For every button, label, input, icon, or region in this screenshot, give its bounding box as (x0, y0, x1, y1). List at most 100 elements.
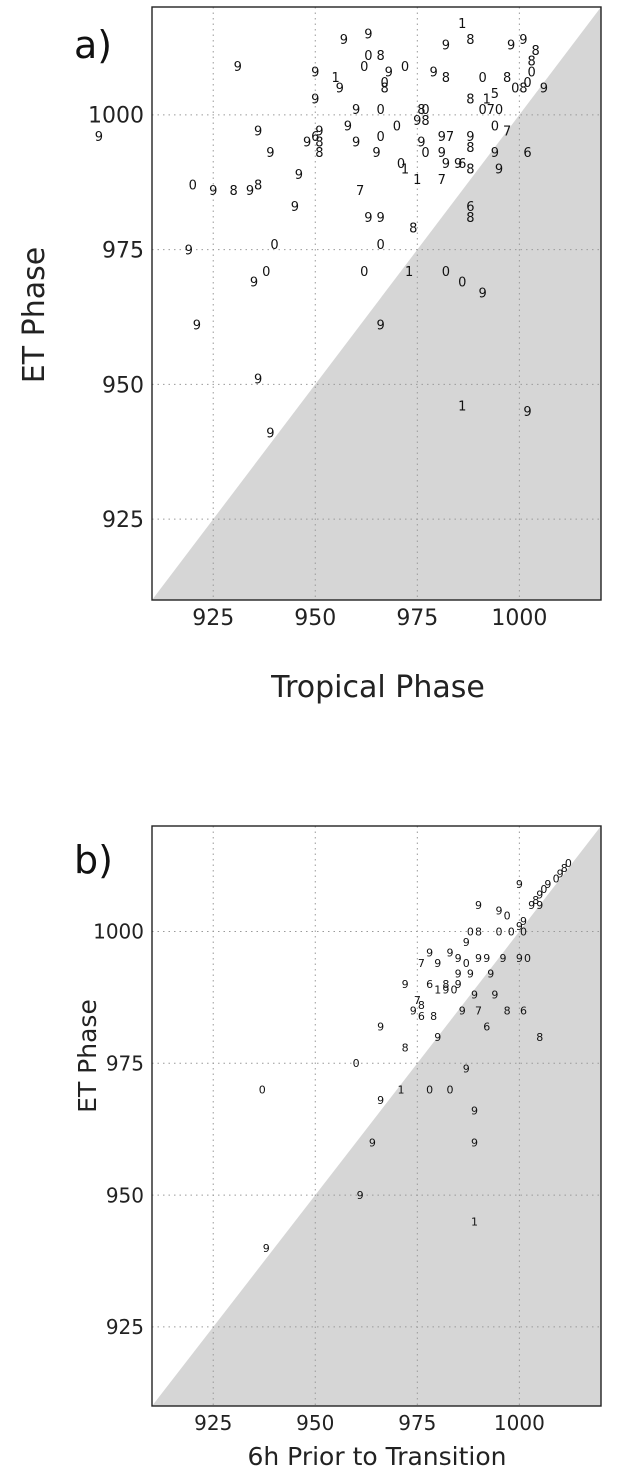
panel-b-data-point: 9 (475, 952, 482, 965)
panel-a-data-point: 0 (393, 119, 401, 134)
panel-a-data-point: 9 (254, 373, 262, 388)
panel-b-x-tick-label: 975 (398, 1411, 436, 1435)
panel-b-data-point: 0 (446, 1084, 453, 1097)
panel-b-data-point: 0 (504, 910, 511, 923)
panel-b-data-point: 0 (426, 1084, 433, 1097)
panel-a-x-tick-label: 975 (396, 606, 438, 631)
panel-a-data-point: 7 (446, 130, 454, 145)
panel-b-data-point: 9 (516, 952, 523, 965)
panel-a-data-point: 8 (442, 71, 450, 86)
panel-a-data-point: 9 (336, 82, 344, 97)
panel-a-anchor (0, 0, 1, 1)
panel-b-data-point: 0 (463, 957, 470, 970)
panel-b-label: b) (74, 838, 113, 882)
panel-a-data-point: 9 (352, 103, 360, 118)
panel-a-data-point: 0 (523, 76, 531, 91)
panel-a-data-point: 8 (376, 49, 384, 64)
panel-b-data-point: 9 (463, 1063, 470, 1076)
panel-a-data-point: 0 (491, 119, 499, 134)
panel-a-data-point: 7 (503, 125, 511, 140)
panel-a-data-point: 9 (315, 125, 323, 140)
panel-b-data-point: 0 (520, 925, 527, 938)
panel-b-data-point: 9 (495, 904, 502, 917)
panel-a-y-tick-label: 950 (102, 373, 144, 398)
panel-a-data-point: 0 (360, 60, 368, 75)
panel-a-data-point: 9 (250, 276, 258, 291)
panel-a-data-point: 8 (519, 82, 527, 97)
panel-a-data-point: 0 (495, 103, 503, 118)
panel-b-data-point: 9 (426, 947, 433, 960)
panel-b-data-point: 9 (520, 915, 527, 928)
panel-b-data-point: 9 (516, 878, 523, 891)
panel-b-y-tick-label: 975 (106, 1051, 144, 1075)
panel-b-data-point: 0 (508, 925, 515, 938)
panel-a-data-point: 9 (385, 65, 393, 80)
panel-b-data-point: 9 (471, 989, 478, 1002)
panel-a-data-point: 9 (266, 146, 274, 161)
panel-a-data-point: 8 (466, 141, 474, 156)
panel-a-data-point: 0 (442, 265, 450, 280)
panel-a-y-tick-label: 925 (102, 508, 144, 533)
panel-a-data-point: 9 (295, 168, 303, 183)
panel-a-data-point: 9 (352, 135, 360, 150)
panel-a-data-point: 1 (401, 162, 409, 177)
panel-a-data-point: 9 (209, 184, 217, 199)
panel-b-data-point: 6 (426, 978, 433, 991)
panel-a-data-point: 1 (458, 400, 466, 415)
panel-b-data-point: 6 (418, 1010, 425, 1023)
panel-a-x-tick-label: 950 (294, 606, 336, 631)
panel-a-data-point: 8 (254, 179, 262, 194)
panel-b-data-point: 0 (524, 952, 531, 965)
panel-b-data-point: 9 (471, 1105, 478, 1118)
panel-b: b) 6h Prior to Transition ET Phase 925 95… (73, 825, 602, 1471)
panel-b-x-tick-label: 950 (296, 1411, 334, 1435)
panel-a-data-point: 9 (491, 146, 499, 161)
panel-b-data-point: 8 (504, 1005, 511, 1018)
panel-a-data-point: 9 (376, 319, 384, 334)
panel-b-data-point: 0 (553, 873, 560, 886)
panel-a-data-point: 0 (478, 103, 486, 118)
panel-a-data-point: 8 (466, 211, 474, 226)
panel-b-data-point: 9 (475, 899, 482, 912)
panel-a-data-point: 8 (532, 44, 540, 59)
panel-b-x-tick-label: 925 (194, 1411, 232, 1435)
panel-a-x-tick-label: 925 (192, 606, 234, 631)
panel-a-data-point: 0 (397, 157, 405, 172)
panel-b-data-point: 0 (451, 983, 458, 996)
panel-b-data-point: 8 (536, 1031, 543, 1044)
panel-a-data-point: 9 (519, 33, 527, 48)
panel-b-data-point: 0 (259, 1084, 266, 1097)
panel-b-data-point: 9 (463, 936, 470, 949)
panel-b-data-point: 9 (455, 968, 462, 981)
panel-a-data-point: 9 (303, 135, 311, 150)
panel-b-data-point: 9 (402, 978, 409, 991)
panel-a-data-point: 9 (438, 130, 446, 145)
panel-a-data-point: 1 (413, 173, 421, 188)
panel-a-data-point: 9 (523, 405, 531, 420)
panel-b-data-point: 9 (487, 968, 494, 981)
panel-a-data-point: 0 (270, 238, 278, 253)
panel-a-data-point: 9 (234, 60, 242, 75)
panel-b-data-point: 9 (536, 889, 543, 902)
panel-a-data-point: 9 (442, 38, 450, 53)
panel-b-data-point: 6 (483, 1020, 490, 1033)
panel-b-y-tick-label: 950 (106, 1183, 144, 1207)
panel-a-data-point: 5 (491, 87, 499, 102)
panel-a-data-point: 0 (360, 265, 368, 280)
panel-a-data-point: 9 (442, 157, 450, 172)
panel-b-plot-frame (151, 825, 602, 1407)
panel-a-data-point: 9 (193, 319, 201, 334)
panel-a-data-point: 0 (401, 60, 409, 75)
panel-b-data-point: 9 (544, 878, 551, 891)
panel-b-data-point: 0 (353, 1057, 360, 1070)
panel-a-data-point: 9 (266, 427, 274, 442)
panel-a-x-axis-label: Tropical Phase (270, 670, 485, 705)
panel-a-data-point: 8 (421, 114, 429, 129)
panel-b-data-point: 7 (418, 957, 425, 970)
panel-b-data-point: 8 (475, 925, 482, 938)
panel-a-data-point: 1 (458, 17, 466, 32)
panel-b-data-point: 8 (402, 1041, 409, 1054)
panel-a-data-point: 0 (189, 179, 197, 194)
panel-b-data-point: 8 (561, 862, 568, 875)
